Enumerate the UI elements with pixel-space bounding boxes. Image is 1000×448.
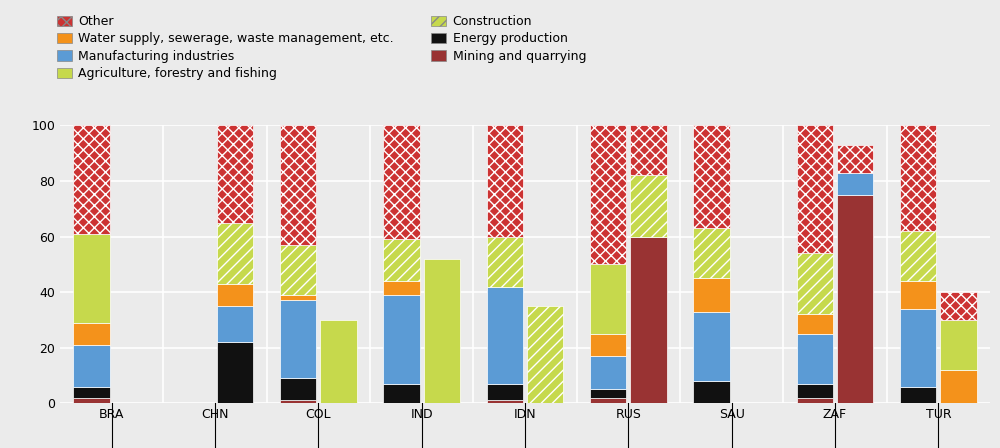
Bar xyxy=(424,259,460,403)
Bar xyxy=(837,172,873,195)
Bar xyxy=(797,125,833,253)
Bar xyxy=(693,311,730,381)
Bar xyxy=(797,253,833,314)
Bar xyxy=(487,401,523,403)
Bar xyxy=(383,239,420,281)
Bar xyxy=(590,334,626,356)
Bar xyxy=(217,223,253,284)
Bar xyxy=(73,323,110,345)
Bar xyxy=(693,228,730,278)
Bar xyxy=(280,125,316,245)
Bar xyxy=(73,234,110,323)
Bar xyxy=(940,320,977,370)
Bar xyxy=(900,387,936,403)
Bar xyxy=(797,334,833,384)
Bar xyxy=(900,231,936,281)
Bar xyxy=(940,370,977,403)
Bar xyxy=(797,384,833,398)
Bar xyxy=(693,125,730,228)
Bar xyxy=(487,287,523,384)
Bar xyxy=(383,384,420,403)
Bar xyxy=(693,381,730,403)
Bar xyxy=(217,342,253,403)
Bar xyxy=(940,292,977,320)
Bar xyxy=(630,237,667,403)
Bar xyxy=(590,356,626,389)
Bar xyxy=(630,176,667,237)
Bar xyxy=(217,306,253,342)
Bar xyxy=(797,314,833,334)
Bar xyxy=(590,125,626,264)
Bar xyxy=(837,195,873,403)
Bar xyxy=(280,301,316,378)
Bar xyxy=(73,345,110,387)
Bar xyxy=(900,309,936,387)
Bar xyxy=(73,398,110,403)
Bar xyxy=(590,398,626,403)
Bar xyxy=(280,245,316,295)
Bar xyxy=(630,125,667,176)
Bar xyxy=(383,281,420,295)
Bar xyxy=(797,398,833,403)
Bar xyxy=(280,401,316,403)
Bar xyxy=(900,125,936,231)
Bar xyxy=(590,264,626,334)
Bar xyxy=(73,125,110,234)
Bar xyxy=(837,145,873,172)
Bar xyxy=(487,384,523,401)
Bar xyxy=(527,306,563,403)
Bar xyxy=(280,378,316,401)
Bar xyxy=(280,295,316,301)
Bar xyxy=(693,278,730,311)
Bar xyxy=(383,125,420,239)
Bar xyxy=(487,125,523,237)
Legend: Other, Water supply, sewerage, waste management, etc., Manufacturing industries,: Other, Water supply, sewerage, waste man… xyxy=(57,15,586,80)
Bar xyxy=(73,387,110,398)
Bar xyxy=(900,281,936,309)
Bar xyxy=(487,237,523,287)
Bar xyxy=(217,125,253,223)
Bar xyxy=(217,284,253,306)
Bar xyxy=(383,295,420,384)
Bar xyxy=(320,320,357,403)
Bar xyxy=(590,389,626,398)
